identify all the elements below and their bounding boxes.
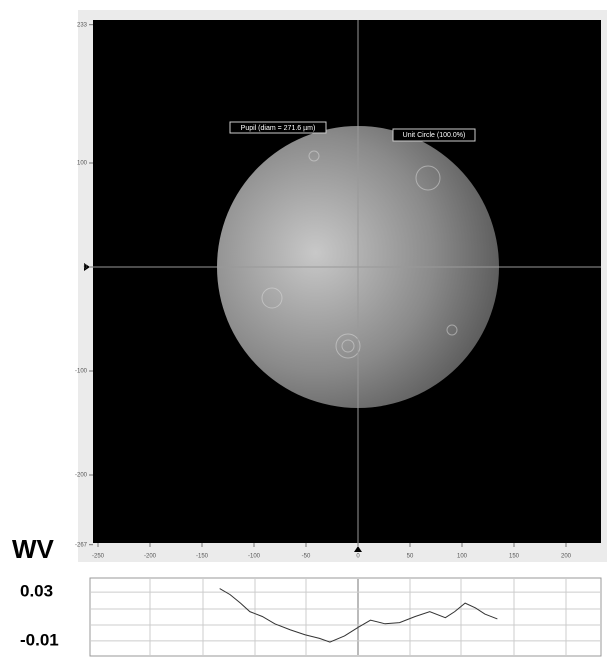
y-tick-label: 233: [77, 22, 88, 28]
x-tick-label: -100: [248, 554, 261, 560]
x-tick-label: -200: [144, 554, 157, 560]
y-tick-label: -200: [75, 473, 88, 479]
y-tick-label: -267: [75, 542, 88, 548]
y-tick-label: 0.03: [20, 582, 53, 601]
y-tick-label: -0.01: [20, 630, 59, 649]
pupil-annotation: Pupil (diam = 271.6 µm): [241, 125, 316, 132]
x-tick-label: 200: [561, 554, 572, 560]
x-tick-label: 150: [509, 554, 520, 560]
y-tick-label: 100: [77, 161, 88, 167]
x-tick-label: -150: [196, 554, 209, 560]
x-tick-label: -250: [92, 554, 105, 560]
x-tick-label: 100: [457, 554, 468, 560]
screen: Pupil (diam = 271.6 µm) Unit Circle (100…: [0, 0, 607, 659]
chart-title: WV: [12, 534, 55, 564]
profile-panel: [90, 578, 601, 656]
unit-circle-annotation: Unit Circle (100.0%): [403, 132, 466, 139]
x-tick-label: 50: [407, 554, 414, 560]
y-tick-label: -100: [75, 369, 88, 375]
x-tick-label: -50: [302, 554, 311, 560]
